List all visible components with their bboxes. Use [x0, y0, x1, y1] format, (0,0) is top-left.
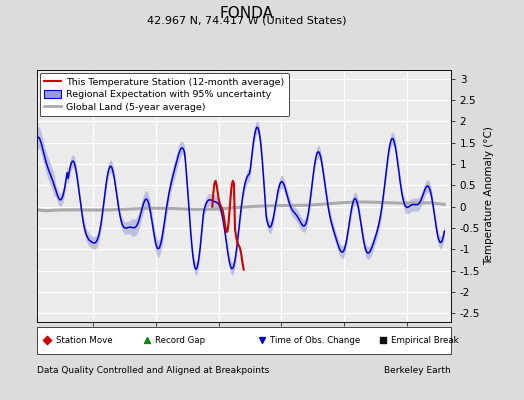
- Text: Empirical Break: Empirical Break: [391, 336, 458, 345]
- Text: FONDA: FONDA: [219, 6, 274, 21]
- Point: [143, 337, 151, 344]
- Text: Data Quality Controlled and Aligned at Breakpoints: Data Quality Controlled and Aligned at B…: [37, 366, 269, 375]
- Point: [43, 337, 51, 344]
- Point: [378, 337, 387, 344]
- Point: [258, 337, 266, 344]
- Text: Record Gap: Record Gap: [155, 336, 205, 345]
- Text: 42.967 N, 74.417 W (United States): 42.967 N, 74.417 W (United States): [147, 15, 346, 25]
- Text: Station Move: Station Move: [56, 336, 112, 345]
- Y-axis label: Temperature Anomaly (°C): Temperature Anomaly (°C): [484, 126, 494, 266]
- Text: Berkeley Earth: Berkeley Earth: [384, 366, 451, 375]
- Legend: This Temperature Station (12-month average), Regional Expectation with 95% uncer: This Temperature Station (12-month avera…: [39, 73, 289, 116]
- Text: Time of Obs. Change: Time of Obs. Change: [270, 336, 361, 345]
